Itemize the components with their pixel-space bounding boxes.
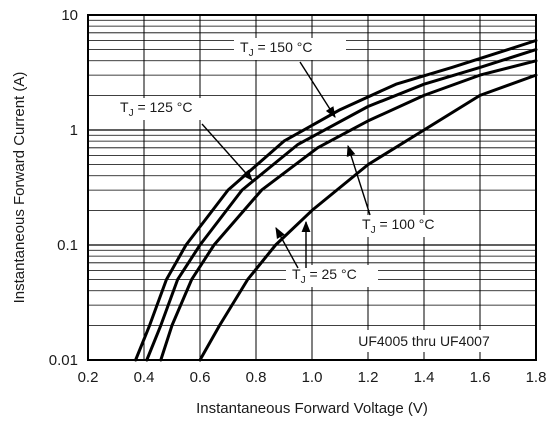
y-tick-label: 10: [61, 7, 78, 24]
series-label-background: [116, 98, 228, 120]
model-annotation: UF4005 thru UF4007: [336, 330, 512, 352]
series-label-background: [234, 38, 346, 60]
x-tick-label: 1.8: [526, 369, 547, 386]
x-tick-label: 1.0: [302, 369, 323, 386]
x-tick-label: 1.4: [414, 369, 435, 386]
series-layer: [134, 39, 538, 362]
plot-frame: [87, 14, 537, 361]
y-tick-label: 0.1: [57, 237, 78, 254]
x-tick-label: 0.2: [78, 369, 99, 386]
series-line-0: [134, 39, 538, 362]
series-line-3: [198, 73, 538, 362]
series-label-3: TJ = 25 °C: [292, 266, 357, 286]
series-label-1: TJ = 125 °C: [120, 99, 192, 119]
series-label-background: [286, 265, 378, 287]
callout-layer: TJ = 150 °C TJ = 125 °C TJ = 100 °C TJ = 25…: [116, 38, 460, 287]
series-label-arrow: [201, 123, 253, 181]
series-label-2: TJ = 100 °C: [362, 216, 434, 236]
series-label-background: [356, 215, 460, 237]
series-line-2: [159, 59, 538, 362]
x-tick-label: 0.6: [190, 369, 211, 386]
y-tick-label: 0.01: [49, 352, 78, 369]
y-axis-title: Instantaneous Forward Current (A): [11, 72, 28, 304]
x-tick-label: 0.4: [134, 369, 155, 386]
series-line-1: [145, 48, 538, 362]
x-tick-label: 1.2: [358, 369, 379, 386]
model-annotation-text: UF4005 thru UF4007: [358, 333, 490, 349]
series-label-arrow: [275, 227, 299, 269]
series-label-arrow: [299, 61, 336, 118]
y-tick-label: 1: [70, 122, 78, 139]
x-axis-title: Instantaneous Forward Voltage (V): [196, 400, 428, 417]
model-annotation-background: [336, 330, 512, 352]
series-label-0: TJ = 150 °C: [240, 39, 312, 59]
x-tick-label: 1.6: [470, 369, 491, 386]
x-tick-label: 0.8: [246, 369, 267, 386]
tick-layer: 0.2 0.4 0.6 0.8 1.0 1.2 1.4 1.6 1.8 0.01 0.1 1 10: [49, 7, 547, 386]
series-label-arrow: [346, 144, 371, 216]
